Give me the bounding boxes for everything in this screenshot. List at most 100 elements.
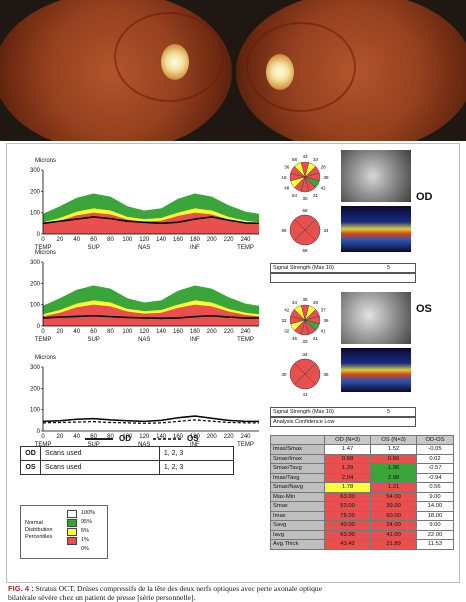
parameter-name: Imax/Smax (270, 444, 325, 455)
os-value: 1.52 (370, 444, 417, 455)
quadrant-value-label: 58 (302, 248, 308, 253)
column-header: OS (N=3) (370, 435, 417, 445)
od-value: 1.78 (323, 482, 372, 493)
region-label: TEMP (35, 245, 52, 251)
caption-text: Stratus OCT. Drüses compressifs de la tê… (33, 584, 323, 593)
line-legend-swatches (85, 438, 181, 440)
signal-strength-os: Signal Strength (Max 10) 5 (270, 407, 416, 417)
percentile-value: 5% (81, 528, 89, 534)
od-os-difference: 11.53 (415, 539, 455, 550)
x-tick-label: 160 (173, 434, 184, 440)
legend-line: Percentiles (25, 534, 53, 540)
od-os-difference: -0.94 (415, 472, 455, 483)
region-label: INF (190, 245, 200, 251)
x-tick-label: 240 (240, 329, 251, 335)
od-value: 1.39 (323, 463, 372, 474)
x-tick-label: 140 (156, 237, 167, 243)
caption-text-line2: bilatérale sévère chez un patient de pre… (8, 593, 196, 602)
clock-value-label: 28 (321, 165, 327, 170)
rnfl-parameter-table: OD (N=3) OS (N=3) OD-OS Imax/Smax 1.47 1.5… (270, 435, 455, 550)
clock-value-label: 36 (284, 165, 290, 170)
series-line-od (42, 216, 260, 225)
legend-line: Distribution (25, 527, 53, 533)
table-row: Iavg 63.00 41.00 22.00 (270, 529, 455, 540)
x-tick-label: 220 (224, 237, 235, 243)
x-tick-label: 0 (41, 329, 45, 335)
od-value: 63.00 (323, 491, 372, 502)
os-value: 1.96 (370, 463, 417, 474)
table-row: Imax 78.00 60.00 18.00 (270, 510, 455, 521)
os-value: 41.00 (370, 529, 417, 540)
x-tick-label: 240 (240, 434, 251, 440)
line-legend: OD OS (85, 433, 245, 445)
parameter-name: Smax/Imax (270, 453, 325, 464)
parameter-name: Iavg (270, 529, 325, 540)
analysis-confidence-label: Analysis Confidence Low (273, 419, 335, 425)
x-tick-label: 60 (90, 329, 97, 335)
y-tick-label: 300 (30, 260, 41, 266)
os-value: 39.00 (370, 501, 417, 512)
y-tick-label: 100 (30, 211, 41, 217)
od-value: 43.00 (323, 520, 372, 531)
scan-value: 1, 2, 3 (158, 446, 235, 461)
oct-scan-image-od (341, 206, 411, 252)
parameter-name: Smax (270, 501, 325, 512)
parameter-name: Smax/Navg (270, 482, 325, 493)
signal-strength-value: 5 (387, 409, 391, 415)
percentile-swatch (67, 528, 77, 536)
percentile-swatch (67, 510, 77, 518)
figure-number: FIG. 4 : (8, 584, 34, 593)
clock-value-label: 38 (302, 297, 308, 302)
clock-value-label: 37 (321, 308, 327, 313)
series-line-os (42, 314, 259, 320)
oct-scan-image-os (341, 348, 411, 392)
region-label: NAS (138, 337, 150, 343)
percentile-legend: Normal Distribution Percentiles 100% 95%… (20, 505, 108, 559)
clock-value-label: 46 (292, 336, 298, 341)
y-tick-label: 100 (30, 408, 41, 414)
band-1pct (43, 304, 259, 326)
percentile-swatch (67, 537, 77, 545)
y-tick-label: 300 (30, 365, 41, 371)
x-tick-label: 80 (107, 329, 114, 335)
clock-value-label: 43 (302, 154, 308, 159)
y-tick-label: 100 (30, 303, 41, 309)
region-label: TEMP (237, 337, 254, 343)
region-label: INF (190, 337, 200, 343)
y-tick-label: 0 (37, 232, 41, 238)
x-tick-label: 120 (139, 329, 150, 335)
column-header (270, 435, 325, 445)
y-tick-label: 200 (30, 281, 41, 287)
x-tick-label: 20 (57, 329, 64, 335)
analysis-confidence-os: Analysis Confidence Low (270, 417, 416, 427)
quadrant-divider (294, 219, 316, 241)
x-tick-label: 180 (190, 237, 201, 243)
figure-caption: FIG. 4 : Stratus OCT. Drüses compressifs… (8, 584, 462, 602)
clock-value-label: 36 (323, 318, 329, 323)
analysis-confidence-od (270, 273, 416, 283)
clock-value-label: 32 (284, 329, 290, 334)
x-tick-label: 40 (73, 434, 80, 440)
os-value: 2.98 (370, 472, 417, 483)
legend-line: Normal (25, 520, 43, 526)
scans-used-table: OD Scans used 1, 2, 3 OS Scans used 1, 2… (20, 446, 235, 475)
clock-value-label: 21 (313, 193, 319, 198)
region-label: TEMP (237, 442, 254, 448)
od-os-difference: 9.00 (415, 491, 455, 502)
os-value: 60.00 (370, 510, 417, 521)
signal-strength-label: Signal Strength (Max 10) (273, 409, 334, 415)
od-value: 43.42 (323, 539, 372, 550)
retinal-vessel (114, 12, 224, 102)
table-row: Avg.Thick 43.42 31.89 11.53 (270, 539, 455, 550)
clock-value-label: 54 (292, 193, 298, 198)
percentile-value: 1% (81, 537, 89, 543)
x-tick-label: 60 (90, 237, 97, 243)
x-tick-label: 120 (139, 237, 150, 243)
od-value: 78.00 (323, 510, 372, 521)
signal-strength-label: Signal Strength (Max 10) (273, 265, 334, 271)
percentile-value: 100% (81, 510, 96, 516)
quadrant-value-label: 40 (281, 372, 287, 377)
column-header: OD-OS (415, 435, 455, 445)
eye-label-od: OD (416, 191, 433, 203)
